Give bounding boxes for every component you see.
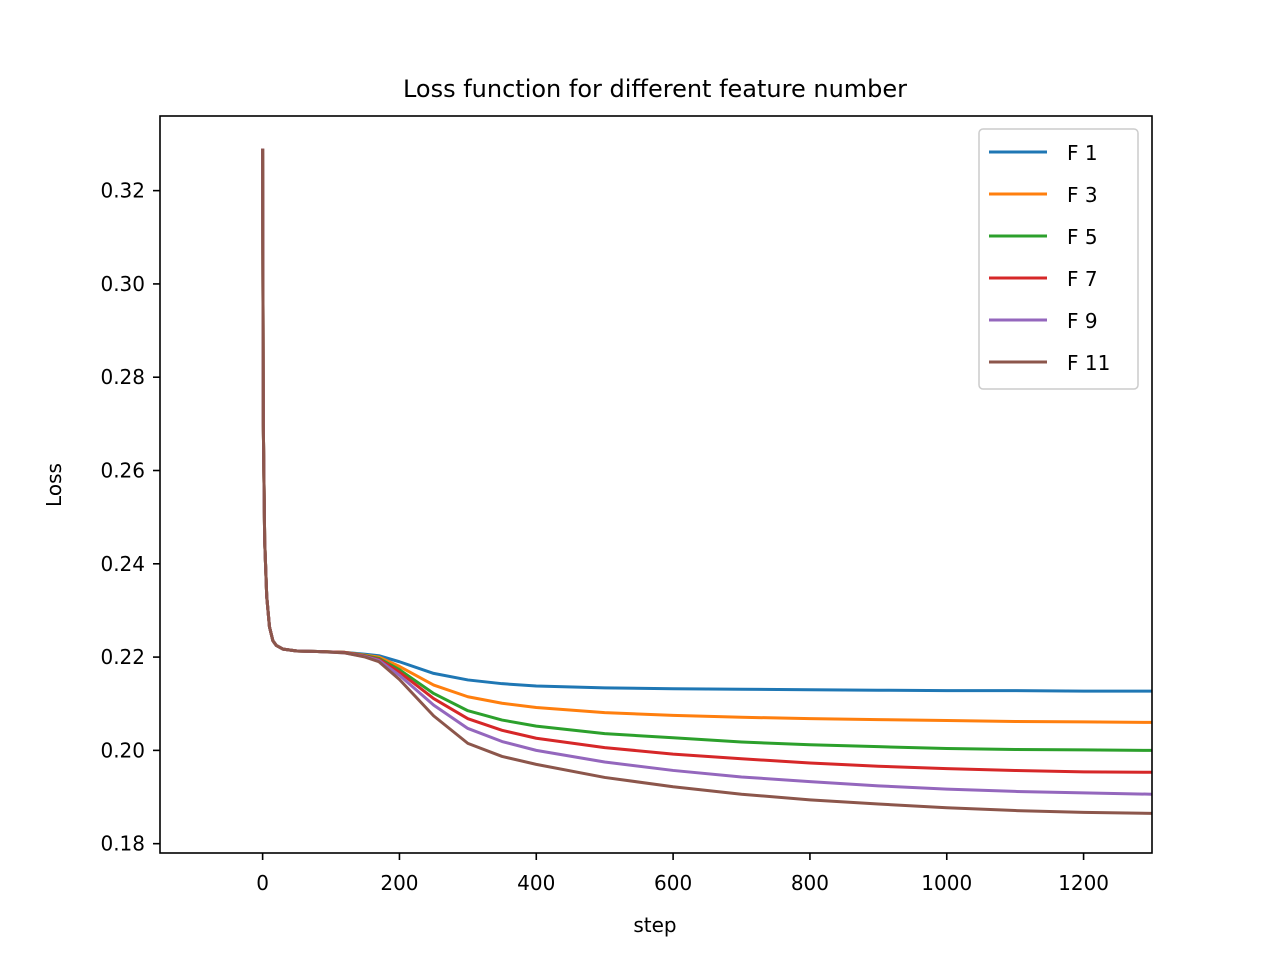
plot-frame [159,115,1153,854]
x-tick-label: 600 [654,871,692,895]
y-tick-label: 0.20 [100,738,145,762]
y-tick-label: 0.18 [100,832,145,856]
x-tick-label: 1000 [921,871,972,895]
y-tick-label: 0.28 [100,365,145,389]
x-axis-label: step [633,913,676,937]
y-tick-label: 0.30 [100,272,145,296]
y-tick-label: 0.26 [100,459,145,483]
x-tick-label: 0 [256,871,269,895]
x-tick-label: 400 [517,871,555,895]
y-tick-label: 0.32 [100,179,145,203]
legend-label-6: F 11 [1067,351,1110,375]
legend-label-4: F 7 [1067,267,1098,291]
x-tick-label: 1200 [1058,871,1109,895]
legend-label-2: F 3 [1067,183,1098,207]
chart-title: Loss function for different feature numb… [403,75,907,103]
x-tick-label: 200 [380,871,418,895]
series-layer [261,148,1152,815]
y-tick-label: 0.22 [100,645,145,669]
legend: F 1 F 3 F 5 F 7 F 9 F 11 [978,128,1139,390]
series-line-6 [261,148,1152,815]
ticks-layer: 0 200 400 600 800 1000 1200 0.18 0.20 0.22 0.24 0.2… [100,179,1109,895]
legend-box [978,128,1139,390]
x-tick-label: 800 [791,871,829,895]
legend-label-1: F 1 [1067,141,1098,165]
y-tick-label: 0.24 [100,552,145,576]
legend-label-5: F 9 [1067,309,1098,333]
legend-label-3: F 5 [1067,225,1098,249]
y-axis-label: Loss [42,463,66,507]
